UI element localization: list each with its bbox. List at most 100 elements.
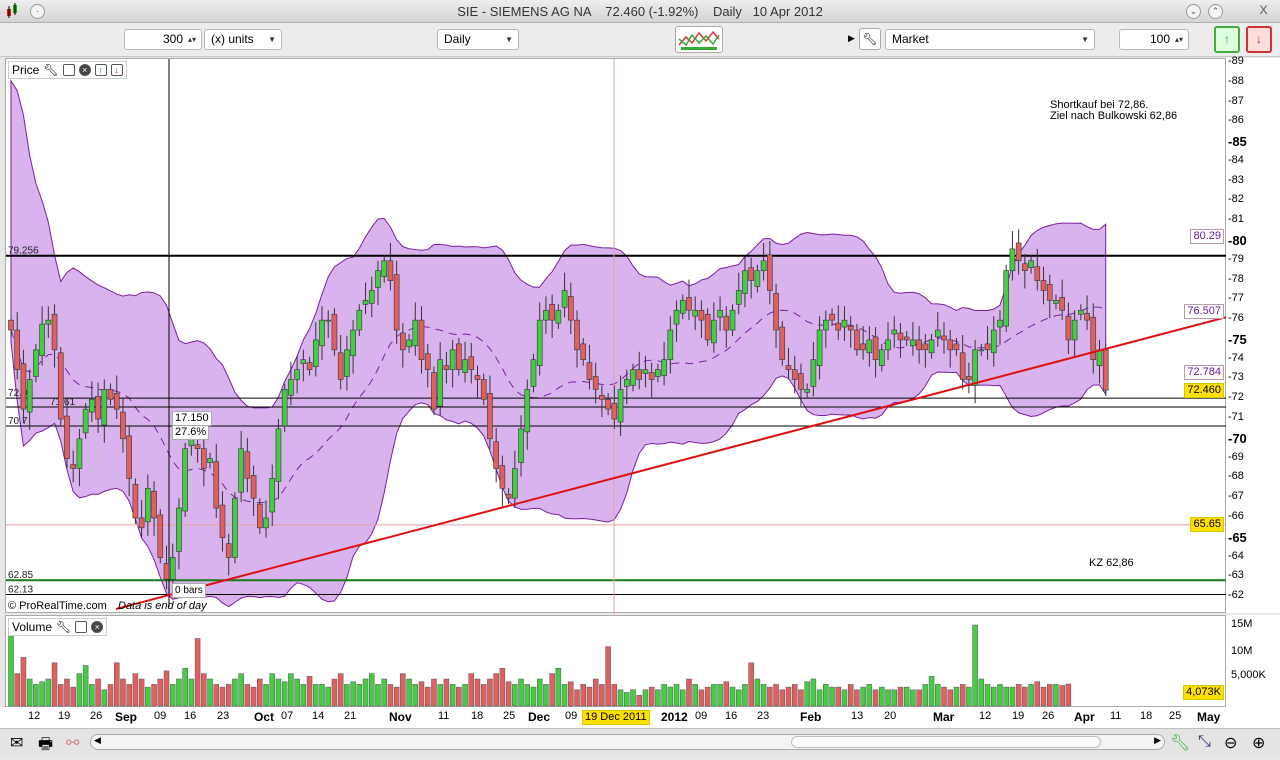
volume-chart[interactable] — [6, 616, 1227, 708]
window-icon[interactable] — [62, 64, 75, 76]
candle — [350, 329, 356, 357]
volume-bar — [636, 694, 642, 707]
candle — [586, 362, 593, 380]
price-axis[interactable]: -62 -63 -64 -65 -66 -67 -68 -69 -70 -71 -72 -73 -74 -… — [1184, 55, 1280, 613]
candle — [530, 359, 537, 387]
email-icon[interactable]: ✉ — [10, 735, 24, 752]
date-tick: 20 — [884, 710, 897, 722]
maximize-button[interactable]: ⌃ — [1208, 4, 1223, 19]
candle — [555, 309, 562, 324]
volume-bar — [462, 684, 468, 707]
close-icon[interactable]: × — [78, 64, 91, 76]
candle — [642, 369, 649, 374]
hidden-tag: 72.784 — [1184, 365, 1224, 380]
candle — [561, 290, 568, 308]
window-menu-button[interactable]: · — [30, 4, 45, 19]
expand-arrow-icon[interactable]: ▶ — [848, 33, 855, 43]
zoom-fit-icon[interactable]: ⤡ — [1198, 733, 1211, 750]
candle — [362, 300, 369, 305]
candle — [866, 339, 873, 354]
candle — [966, 376, 972, 380]
units-select[interactable]: (x) units ▼ — [204, 29, 282, 50]
scroll-right-icon[interactable]: ▶ — [1154, 735, 1161, 745]
candle — [580, 343, 587, 361]
candle — [934, 329, 941, 338]
zoom-in-icon[interactable]: ⊕ — [1252, 735, 1266, 752]
scroll-left-icon[interactable]: ◀ — [94, 735, 101, 745]
candle — [1040, 280, 1047, 291]
quantity-stepper[interactable]: 100 ▴▾ — [1119, 29, 1189, 50]
candle — [636, 369, 643, 380]
wrench-icon[interactable]: 🔧︎ — [43, 63, 59, 77]
candle — [723, 315, 730, 331]
order-type-select[interactable]: Market ▼ — [885, 29, 1095, 50]
price-tick: -86 — [1228, 114, 1244, 127]
indicators-chart-icon[interactable] — [675, 26, 723, 53]
zoom-out-icon[interactable]: ⊖ — [1224, 735, 1238, 752]
volume-bar — [742, 684, 748, 707]
volume-bar — [26, 678, 33, 707]
candle — [698, 309, 705, 321]
date-tick: Mar — [933, 710, 955, 724]
date-tick: 19 — [58, 710, 71, 722]
units-count-stepper[interactable]: 300 ▴▾ — [124, 29, 202, 50]
volume-bar — [263, 684, 269, 707]
date-tick: 11 — [1110, 710, 1122, 722]
wrench-icon[interactable]: 🔧︎ — [56, 620, 72, 634]
candle — [941, 335, 947, 341]
candle — [692, 309, 699, 317]
scrollbar-thumb[interactable] — [791, 736, 1101, 748]
print-icon[interactable]: 🖶︎ — [38, 736, 54, 753]
minimize-button[interactable]: ⌄ — [1186, 4, 1201, 19]
period-select[interactable]: Daily ▼ — [437, 29, 519, 50]
unlink-icon[interactable]: ⚯ — [66, 735, 80, 752]
date-axis[interactable]: 12 19 26 Sep 09 16 23 Oct 07 14 21 Nov 11 18 25 Dec 09 20… — [0, 707, 1280, 728]
volume-bar — [493, 673, 499, 707]
volume-tick: 5,000K — [1231, 669, 1266, 681]
window-icon[interactable] — [75, 621, 88, 633]
volume-bar — [922, 684, 929, 707]
horizontal-scrollbar[interactable]: ◀ ▶ — [90, 734, 1165, 750]
volume-panel-header: Volume 🔧︎ × — [8, 618, 108, 636]
volume-axis[interactable]: 15M 10M 5,000K 4,073K — [1183, 615, 1280, 707]
volume-bar — [350, 681, 356, 707]
candle — [679, 300, 686, 314]
close-button[interactable]: X — [1259, 3, 1268, 17]
volume-bar — [344, 684, 350, 707]
volume-bar — [903, 686, 910, 707]
volume-bar — [630, 689, 636, 707]
volume-panel[interactable]: Volume 🔧︎ × — [5, 615, 1226, 707]
candle — [549, 304, 555, 321]
buy-button[interactable]: ↑ — [1214, 26, 1240, 53]
volume-bar — [972, 624, 978, 707]
volume-bar — [717, 684, 723, 707]
volume-bar — [375, 684, 381, 707]
sell-button[interactable]: ↓ — [1246, 26, 1272, 53]
date-tick: Feb — [800, 710, 822, 724]
chart-settings-icon[interactable]: 🔧︎ — [1170, 735, 1191, 752]
cursor-bars: 0 bars — [172, 583, 206, 598]
wrench-icon[interactable]: 🔧︎ — [859, 28, 881, 50]
date-tick: 12 — [28, 710, 41, 722]
volume-bar — [58, 684, 64, 707]
arrow-up-icon[interactable]: ↑ — [94, 64, 107, 76]
date-tick: 25 — [503, 710, 516, 722]
bollinger-midline — [10, 306, 1106, 504]
candle — [742, 270, 748, 294]
candle — [617, 389, 624, 423]
candle — [169, 557, 176, 580]
date-tick: 23 — [217, 710, 230, 722]
volume-bar — [499, 667, 506, 707]
candle — [381, 260, 388, 277]
price-tick: -63 — [1228, 569, 1244, 582]
arrow-down-icon[interactable]: ↓ — [110, 64, 123, 76]
candle — [337, 352, 344, 380]
volume-bar — [337, 673, 344, 707]
volume-bar — [686, 678, 692, 707]
close-icon[interactable]: × — [91, 621, 104, 633]
candle — [623, 379, 630, 387]
candle — [835, 322, 842, 331]
candle — [735, 290, 742, 305]
